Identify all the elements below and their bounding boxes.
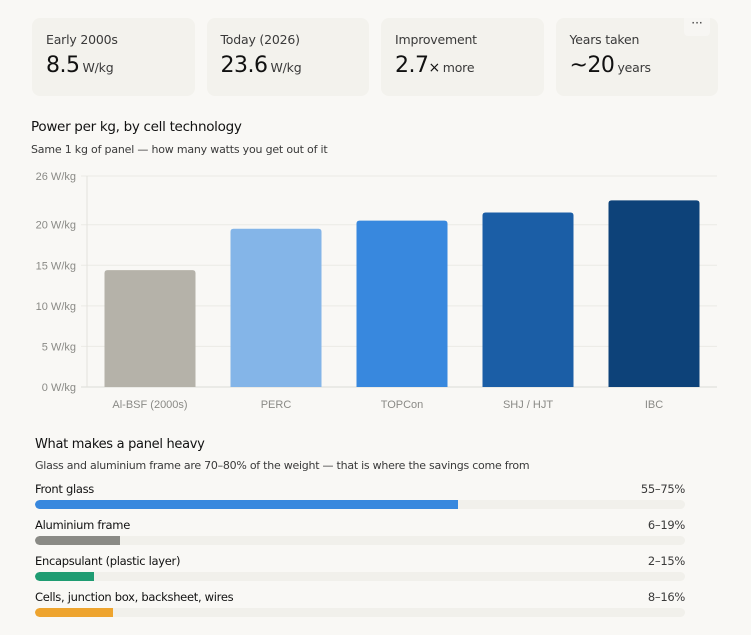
bar-topcon <box>356 220 448 387</box>
bar-ibc <box>608 200 700 387</box>
y-tick-label: 0 W/kg <box>42 382 76 394</box>
x-tick-label: TOPCon <box>381 399 424 411</box>
component-range: 55–75% <box>640 482 685 496</box>
weight-section-title: What makes a panel heavy <box>35 437 205 452</box>
progress-track <box>35 500 685 509</box>
progress-track <box>35 536 685 545</box>
stat-unit: W/kg <box>270 60 302 75</box>
y-tick-label: 15 W/kg <box>36 260 76 272</box>
stat-card-early-2000s: Early 2000s 8.5 W/kg <box>32 18 195 96</box>
component-name: Aluminium frame <box>35 518 130 532</box>
more-options-button[interactable]: ··· <box>684 17 710 36</box>
chart-subtitle: Same 1 kg of panel — how many watts you … <box>31 143 328 156</box>
component-range: 6–19% <box>647 518 685 532</box>
component-range: 8–16% <box>647 590 685 604</box>
stat-card-today: Today (2026) 23.6 W/kg <box>206 18 369 96</box>
y-tick-label: 5 W/kg <box>42 341 76 353</box>
x-tick-label: SHJ / HJT <box>503 399 553 411</box>
stat-number: 23.6 <box>220 53 268 78</box>
x-tick-label: PERC <box>261 399 292 411</box>
stat-label: Early 2000s <box>46 32 118 47</box>
progress-fill <box>35 536 120 545</box>
stat-label: Improvement <box>395 32 477 47</box>
progress-track <box>35 608 685 617</box>
weight-row-aluminium-frame: Aluminium frame 6–19% <box>35 518 685 552</box>
stat-value: ~20 years <box>570 53 705 78</box>
progress-fill <box>35 500 458 509</box>
weight-section-subtitle: Glass and aluminium frame are 70–80% of … <box>35 459 530 472</box>
y-axis: 0 W/kg 5 W/kg 10 W/kg 15 W/kg 20 W/kg 26 W/kg <box>36 171 76 394</box>
bar-chart: 0 W/kg 5 W/kg 10 W/kg 15 W/kg 20 W/kg 26 W/kg… <box>36 171 717 411</box>
y-tick-label: 26 W/kg <box>36 171 76 183</box>
x-axis: Al-BSF (2000s) PERC TOPCon SHJ / HJT IBC <box>112 399 663 411</box>
weight-row-encapsulant: Encapsulant (plastic layer) 2–15% <box>35 554 685 588</box>
bars <box>104 200 700 387</box>
component-name: Cells, junction box, backsheet, wires <box>35 590 234 604</box>
bar-al-bsf-2000s <box>104 270 196 387</box>
stat-number: 2.7 <box>395 53 429 78</box>
stat-value: 23.6 W/kg <box>221 53 356 78</box>
stat-cards: Early 2000s 8.5 W/kg Today (2026) 23.6 W/k… <box>32 17 718 96</box>
chart-title: Power per kg, by cell technology <box>31 119 242 135</box>
stat-card-years: Years taken ~20 years ··· <box>555 17 718 96</box>
stat-value: 2.7× more <box>395 53 530 78</box>
x-tick-label: Al-BSF (2000s) <box>112 399 187 411</box>
stat-number: ~20 <box>569 53 615 78</box>
component-name: Front glass <box>35 482 94 496</box>
component-range: 2–15% <box>647 554 685 568</box>
stat-label: Years taken <box>569 32 640 47</box>
stat-number: 8.5 <box>46 53 80 78</box>
bar-shj-hjt <box>482 212 574 387</box>
stat-value: 8.5 W/kg <box>46 53 181 78</box>
weight-row-cells-etc: Cells, junction box, backsheet, wires 8–… <box>35 590 685 624</box>
progress-fill <box>35 572 94 581</box>
stat-unit: years <box>617 60 651 75</box>
bar-perc <box>230 228 322 387</box>
stat-label: Today (2026) <box>220 32 300 47</box>
stat-card-improvement: Improvement 2.7× more <box>381 18 544 96</box>
stat-unit: more <box>442 60 475 75</box>
weight-row-front-glass: Front glass 55–75% <box>35 482 685 516</box>
x-tick-label: IBC <box>645 399 663 411</box>
y-tick-label: 10 W/kg <box>36 301 76 313</box>
stat-unit: W/kg <box>82 60 114 75</box>
y-tick-label: 20 W/kg <box>36 220 76 232</box>
component-name: Encapsulant (plastic layer) <box>35 554 181 568</box>
multiplier-sign: × <box>428 60 441 76</box>
progress-track <box>35 572 685 581</box>
progress-fill <box>35 608 113 617</box>
